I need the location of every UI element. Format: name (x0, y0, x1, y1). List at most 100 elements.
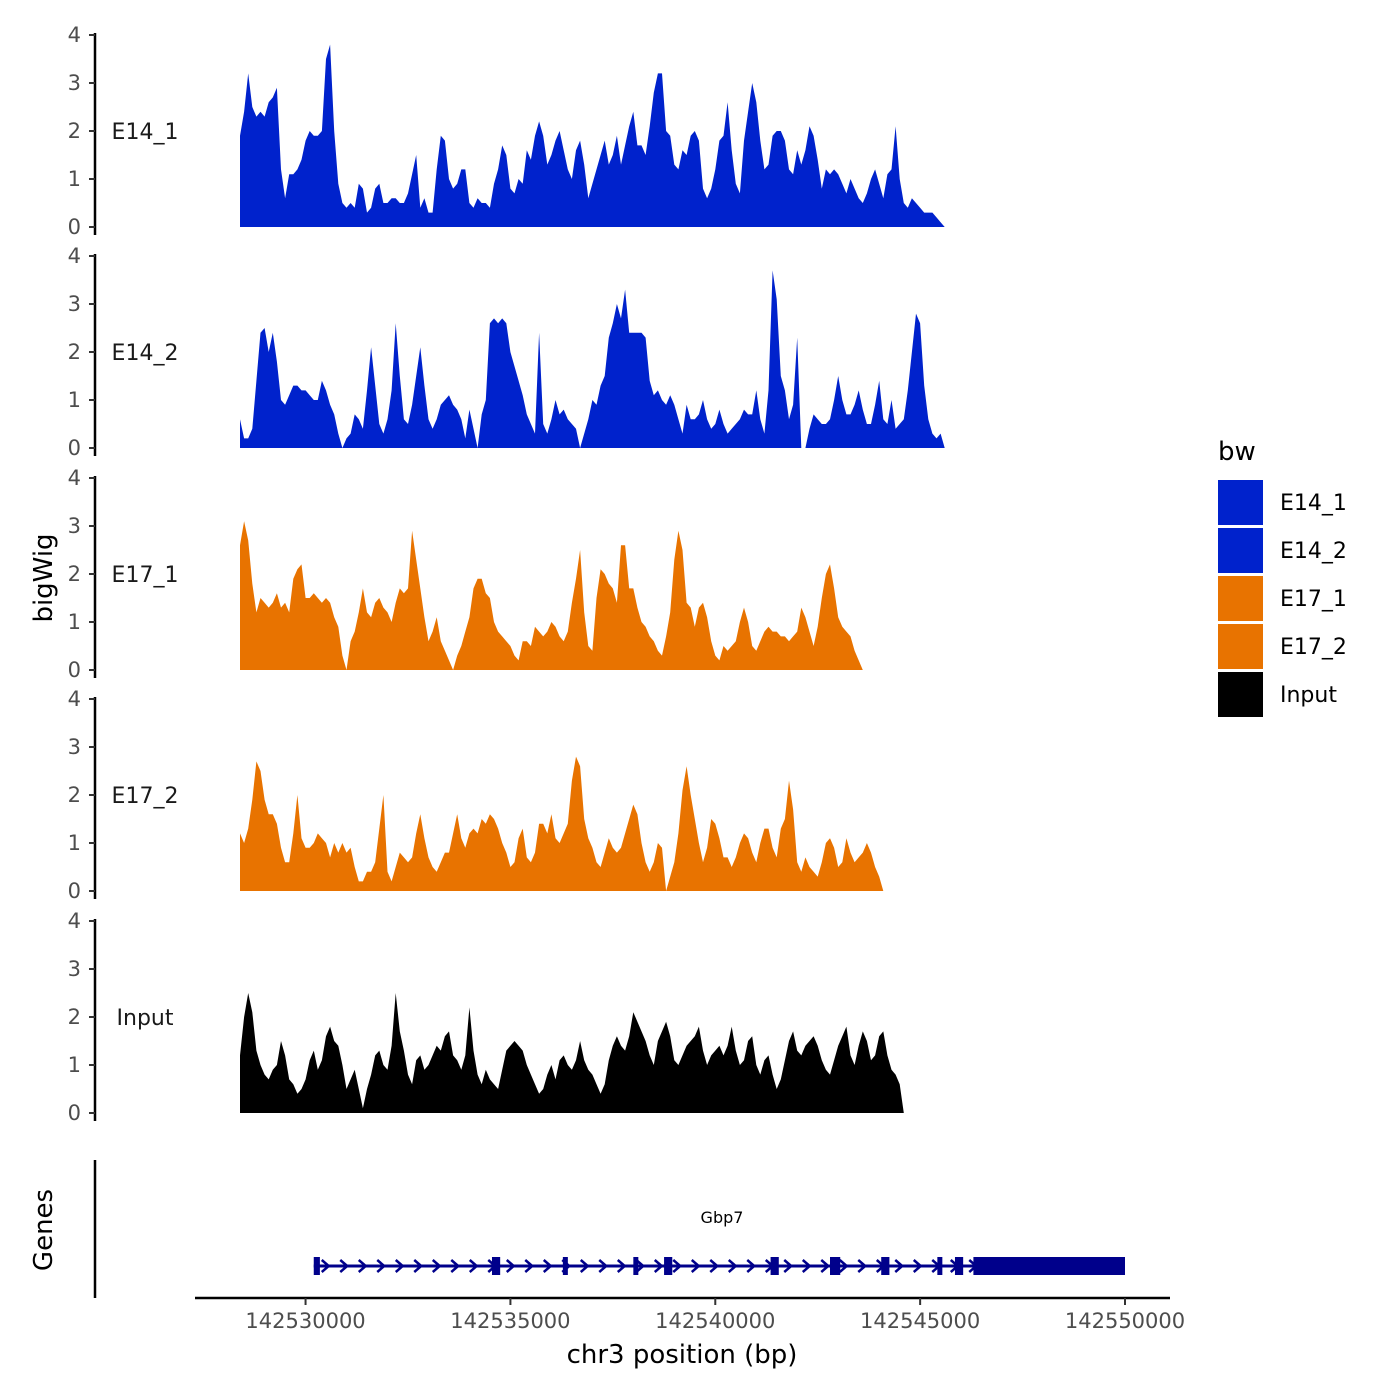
gene-exon (770, 1257, 779, 1275)
y-tick-label: 1 (68, 831, 81, 855)
legend-swatch (1218, 672, 1263, 717)
y-tick-label: 0 (68, 658, 81, 682)
gene-exon (973, 1257, 1125, 1275)
strand-arrow (857, 1259, 868, 1273)
gene-exon (954, 1257, 964, 1275)
legend: bw E14_1 E14_2 E17_1 E17_2 Input (1218, 437, 1347, 717)
y-tick-label: 2 (68, 1005, 81, 1029)
gene-exon (664, 1257, 673, 1275)
strand-arrow (524, 1259, 535, 1273)
legend-swatch (1218, 528, 1263, 573)
x-tick-label: 142540000 (655, 1309, 775, 1333)
strand-arrow (357, 1259, 368, 1273)
strand-arrow (820, 1259, 831, 1273)
signal-area (240, 756, 1125, 891)
x-tick-label: 142535000 (450, 1309, 570, 1333)
strand-arrow (339, 1259, 350, 1273)
x-tick-label: 142545000 (860, 1309, 980, 1333)
strand-arrow (598, 1259, 609, 1273)
strand-arrow (672, 1259, 683, 1273)
y-tick-label: 1 (68, 167, 81, 191)
strand-arrow (746, 1259, 757, 1273)
strand-arrow (838, 1259, 849, 1273)
y-tick-label: 2 (68, 340, 81, 364)
strand-arrow (635, 1259, 646, 1273)
y-tick-label: 0 (68, 879, 81, 903)
signal-area (240, 270, 1125, 448)
track-input: 0 1 2 3 4 Input (68, 909, 1125, 1125)
signal-area (240, 993, 1125, 1113)
y-axis-title: bigWig (29, 533, 59, 622)
strand-arrow (542, 1259, 553, 1273)
legend-swatch (1218, 576, 1263, 621)
y-tick-label: 3 (68, 957, 81, 981)
legend-swatch (1218, 480, 1263, 525)
gene-exon (491, 1257, 501, 1275)
strand-arrow (912, 1259, 923, 1273)
strand-arrow (783, 1259, 794, 1273)
gene-name-label: Gbp7 (701, 1208, 744, 1227)
strand-arrow (320, 1259, 331, 1273)
y-tick-label: 4 (68, 466, 81, 490)
strand-arrow (431, 1259, 442, 1273)
y-tick-label: 0 (68, 215, 81, 239)
signal-area (240, 44, 1125, 227)
strand-arrow (450, 1259, 461, 1273)
strand-arrow (579, 1259, 590, 1273)
y-tick-label: 4 (68, 909, 81, 933)
genes-track: Gbp7 (93, 1160, 1125, 1298)
y-tick-label: 3 (68, 735, 81, 759)
strand-arrow (394, 1259, 405, 1273)
x-axis-title: chr3 position (bp) (567, 1340, 798, 1370)
strand-arrow (505, 1259, 516, 1273)
y-tick-label: 0 (68, 436, 81, 460)
track-label: E17_2 (112, 784, 179, 809)
legend-swatch (1218, 624, 1263, 669)
tracks-layer: 0 1 2 3 4 E14_1 0 1 2 3 4 E14_2 0 1 2 3 4 E17_1 0 1 2 3 4 E17_2… (68, 23, 1125, 1125)
y-tick-label: 4 (68, 687, 81, 711)
gene-exon (830, 1257, 841, 1275)
y-tick-label: 3 (68, 292, 81, 316)
gene-exon (562, 1257, 568, 1275)
track-label: E14_1 (112, 120, 179, 145)
strand-arrow (894, 1259, 905, 1273)
x-tick-label: 142530000 (245, 1309, 365, 1333)
y-tick-label: 1 (68, 388, 81, 412)
legend-label: E14_1 (1280, 491, 1347, 516)
strand-arrow (801, 1259, 812, 1273)
track-label: E14_2 (112, 341, 179, 366)
y-tick-label: 1 (68, 1053, 81, 1077)
gene-exon (881, 1257, 890, 1275)
y-tick-label: 0 (68, 1101, 81, 1125)
gene-exon (937, 1257, 943, 1275)
x-axis: 142530000 142535000 142540000 142545000 1425… (195, 1296, 1185, 1333)
track-e17-2: 0 1 2 3 4 E17_2 (68, 687, 1125, 903)
signal-area (240, 521, 1125, 670)
y-tick-label: 4 (68, 244, 81, 268)
legend-title: bw (1218, 437, 1256, 467)
y-tick-label: 1 (68, 610, 81, 634)
y-tick-label: 2 (68, 119, 81, 143)
track-e17-1: 0 1 2 3 4 E17_1 (68, 466, 1125, 682)
legend-label: E17_1 (1280, 587, 1347, 612)
x-tick-label: 142550000 (1065, 1309, 1185, 1333)
legend-label: E17_2 (1280, 635, 1347, 660)
y-tick-label: 2 (68, 562, 81, 586)
strand-arrow (468, 1259, 479, 1273)
strand-arrow (376, 1259, 387, 1273)
y-tick-label: 3 (68, 71, 81, 95)
gene-exon (633, 1257, 639, 1275)
y-tick-label: 4 (68, 23, 81, 47)
track-label: Input (117, 1006, 174, 1031)
y-tick-label: 3 (68, 514, 81, 538)
track-label: E17_1 (112, 563, 179, 588)
strand-arrow (709, 1259, 720, 1273)
strand-arrow (690, 1259, 701, 1273)
genes-axis-title: Genes (29, 1189, 59, 1271)
legend-label: Input (1280, 683, 1337, 708)
track-e14-1: 0 1 2 3 4 E14_1 (68, 23, 1125, 239)
gene-exon (313, 1257, 320, 1275)
strand-arrow (616, 1259, 627, 1273)
